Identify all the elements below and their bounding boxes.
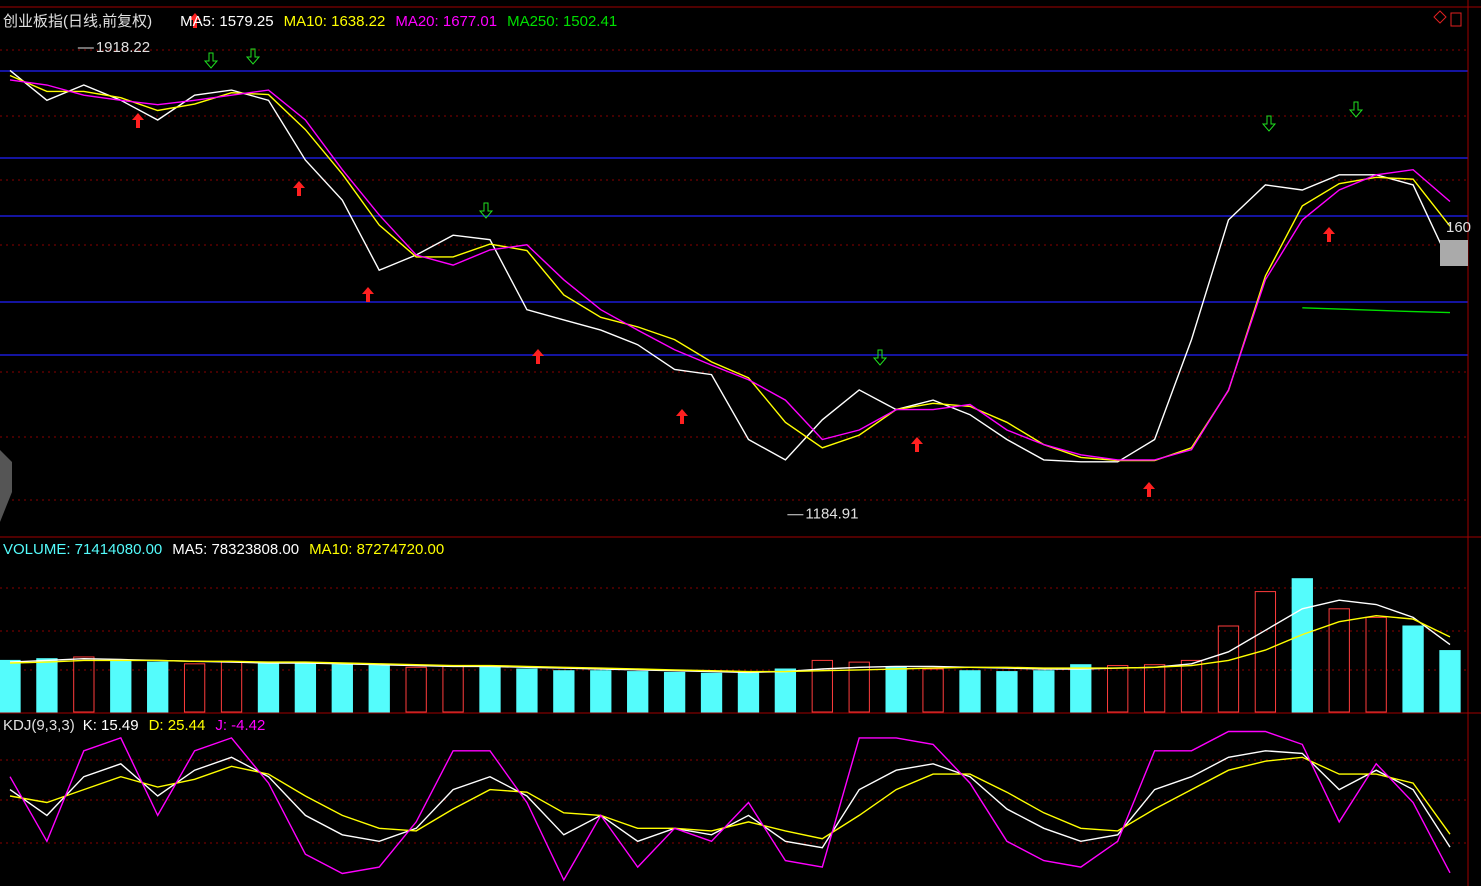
volume-bar bbox=[368, 665, 390, 713]
volume-bar bbox=[36, 658, 58, 713]
volume-bar bbox=[663, 671, 686, 713]
volume-bar bbox=[331, 664, 353, 713]
volume-bar bbox=[1180, 659, 1203, 713]
legend-entry: VOLUME: 71414080.00 bbox=[3, 541, 162, 558]
legend-entry: MA250: 1502.41 bbox=[507, 13, 617, 30]
volume-bar bbox=[1143, 664, 1166, 713]
volume-bar bbox=[442, 665, 464, 713]
window-icons[interactable] bbox=[1433, 10, 1462, 27]
volume-bar bbox=[110, 659, 132, 713]
series-line bbox=[9, 74, 1451, 462]
side-handle[interactable] bbox=[0, 450, 12, 522]
volume-bar bbox=[1254, 591, 1277, 713]
volume-bar bbox=[811, 659, 833, 713]
volume-bar bbox=[516, 668, 538, 713]
legend-entry: D: 25.44 bbox=[149, 717, 206, 734]
legend-entry: MA5: 78323808.00 bbox=[172, 541, 299, 558]
volume-bar bbox=[1291, 578, 1313, 713]
up-arrow-icon bbox=[189, 13, 201, 28]
volume-bar bbox=[479, 666, 501, 713]
volume-bar bbox=[553, 670, 575, 713]
series-line bbox=[9, 69, 1451, 463]
volume-bar bbox=[737, 671, 760, 713]
volume-bar bbox=[1217, 625, 1240, 713]
volume-bar bbox=[0, 659, 21, 713]
volume-bar bbox=[1328, 608, 1350, 713]
grid bbox=[0, 49, 1468, 844]
volume-bar bbox=[1107, 665, 1129, 713]
panel-title: 创业板指(日线,前复权) bbox=[3, 12, 152, 30]
volume-bar bbox=[147, 661, 169, 713]
volume-bar bbox=[257, 662, 280, 713]
legend-entry: MA20: 1677.01 bbox=[395, 13, 497, 30]
series-line bbox=[9, 730, 1451, 882]
volume-bar bbox=[73, 656, 95, 713]
volume-bar bbox=[774, 668, 797, 713]
volume-bar bbox=[405, 666, 427, 713]
panel-title: KDJ(9,3,3) bbox=[3, 717, 75, 734]
legend-entry: J: -4.42 bbox=[215, 717, 265, 734]
volume-bar bbox=[294, 663, 317, 713]
signal-arrows bbox=[132, 48, 1364, 497]
volume-bar bbox=[700, 672, 723, 713]
series-line bbox=[9, 756, 1451, 840]
series-line bbox=[9, 79, 1451, 461]
volume-bar bbox=[1070, 664, 1092, 713]
legend-entry: K: 15.49 bbox=[83, 717, 139, 734]
volume-bar bbox=[922, 668, 944, 713]
volume-bar bbox=[1365, 616, 1387, 713]
volume-bar bbox=[885, 666, 907, 713]
cursor-label: 160 bbox=[1446, 219, 1471, 236]
volume-bar bbox=[1033, 670, 1055, 713]
volume-bar bbox=[848, 661, 870, 713]
legend-entry: MA5: 1579.25 bbox=[180, 13, 273, 30]
volume-bar bbox=[183, 663, 206, 713]
volume-bar bbox=[1439, 650, 1461, 713]
volume-bar bbox=[627, 671, 649, 713]
series-line bbox=[1302, 307, 1451, 314]
series-line bbox=[9, 750, 1451, 849]
low-label: 1184.91 bbox=[805, 506, 858, 523]
volume-bar bbox=[590, 670, 612, 713]
volume-bar bbox=[220, 661, 243, 713]
series-line bbox=[9, 614, 1451, 673]
volume-bar bbox=[996, 671, 1018, 713]
volume-bar bbox=[959, 670, 981, 713]
high-label: 1918.22 bbox=[96, 39, 150, 56]
legend-entry: MA10: 1638.22 bbox=[284, 13, 386, 30]
series-line bbox=[9, 599, 1451, 674]
legend-entry: MA10: 87274720.00 bbox=[309, 541, 444, 558]
cursor-box bbox=[1440, 240, 1468, 266]
volume-bar bbox=[1402, 625, 1424, 713]
